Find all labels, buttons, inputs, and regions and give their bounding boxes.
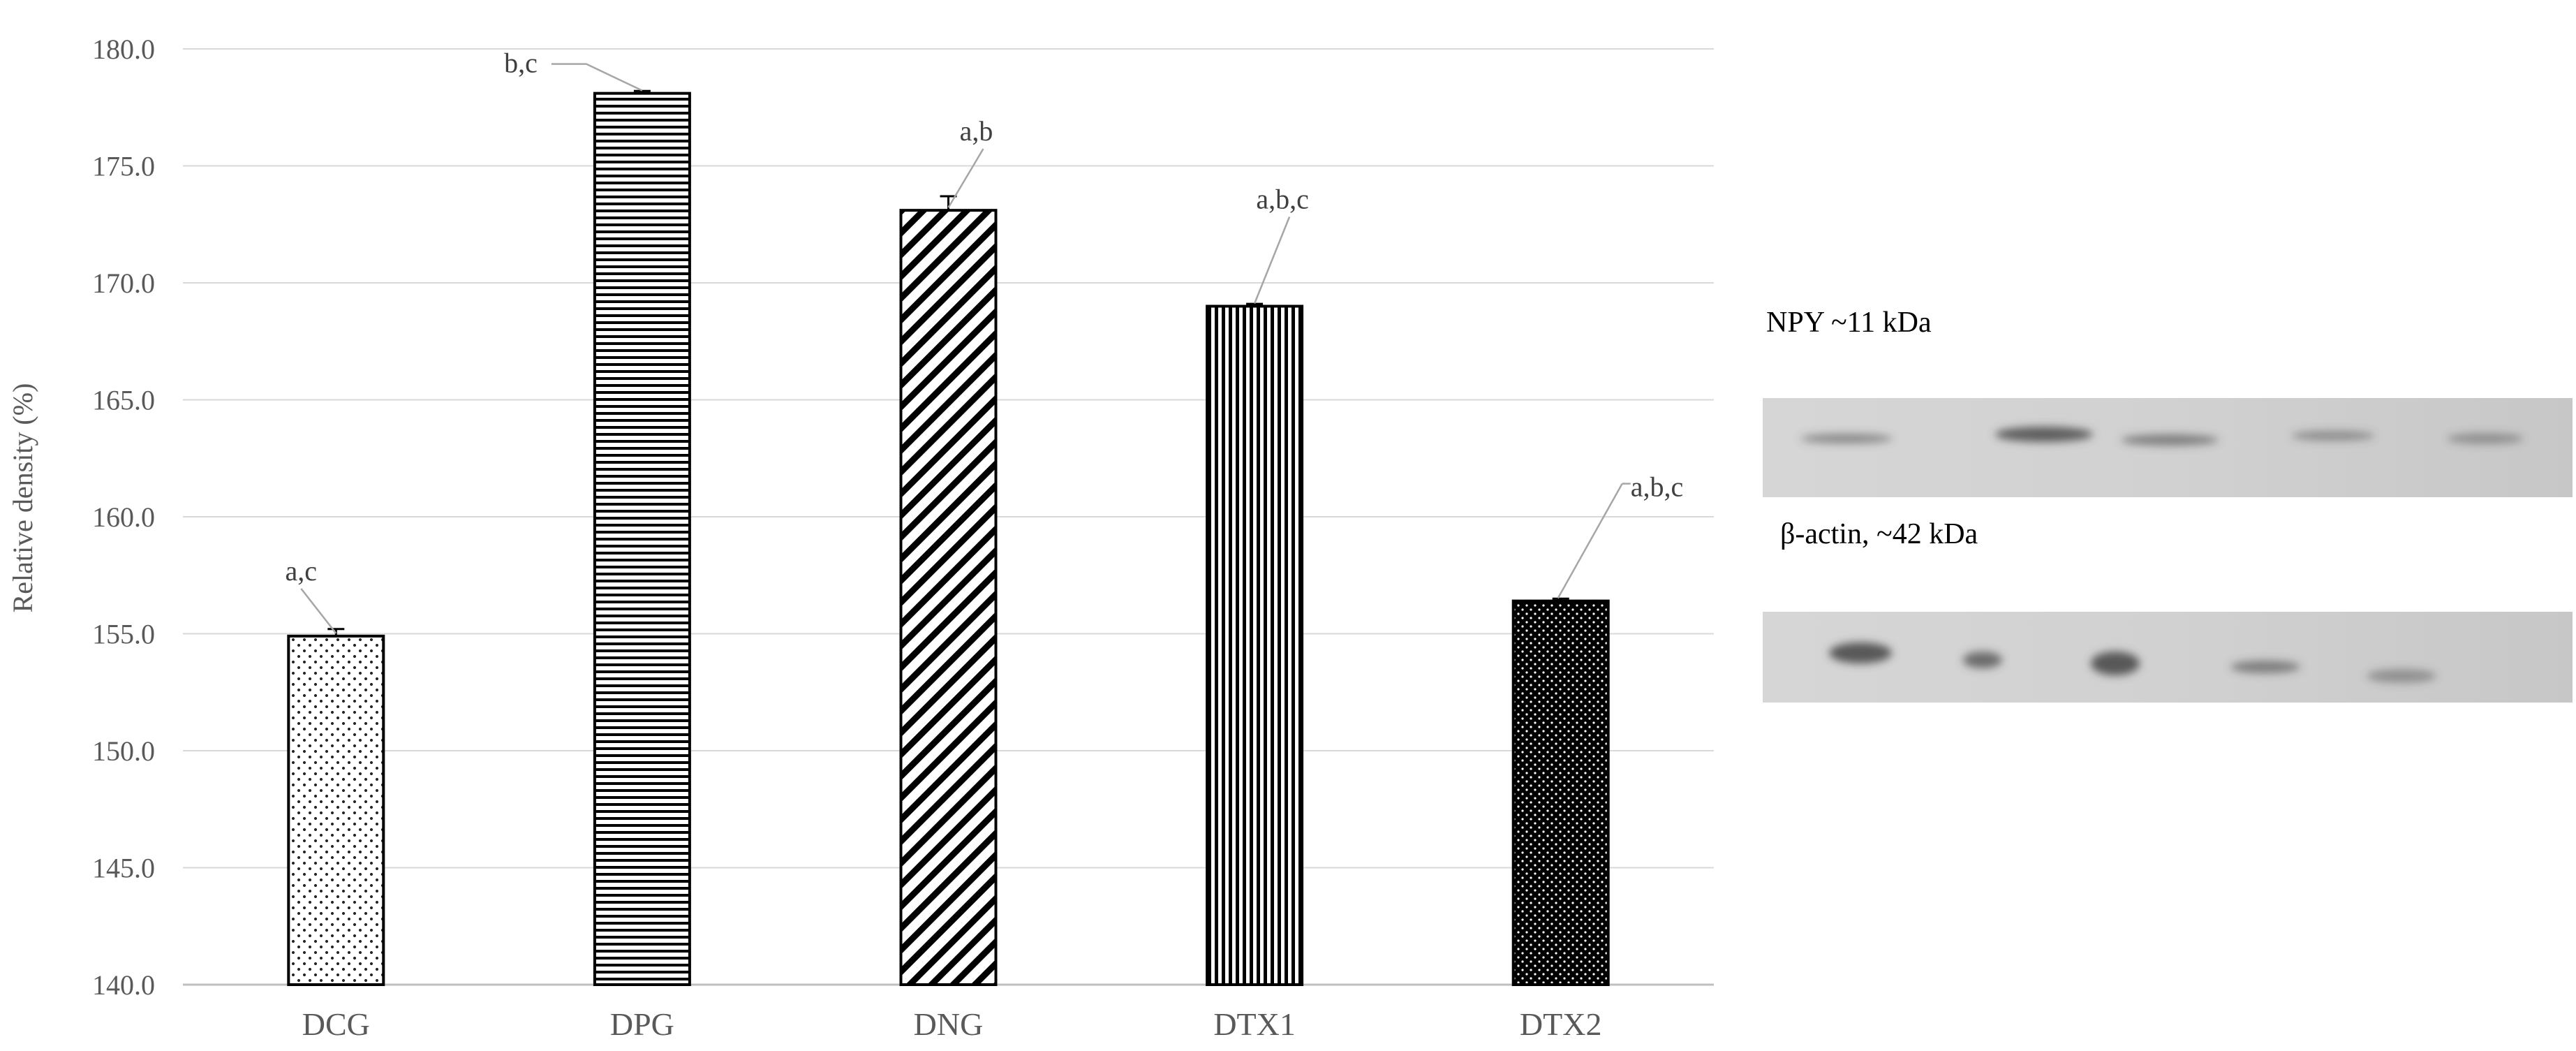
bar-dtx2 (1511, 599, 1610, 986)
annotation-dng: a,b (960, 115, 993, 147)
y-tick-label: 180.0 (92, 34, 155, 65)
leader-line (1253, 216, 1291, 304)
blot-band (2230, 661, 2300, 673)
actin-blot-label: β-actin, ~42 kDa (1780, 518, 1978, 550)
leader-line (947, 148, 984, 208)
x-category-label: DNG (914, 1006, 984, 1042)
actin-blot-strip (1763, 612, 2573, 703)
x-category-label: DPG (610, 1006, 674, 1042)
blot-band (2091, 652, 2140, 675)
y-tick-label: 150.0 (92, 735, 155, 767)
blot-band (1963, 652, 2002, 668)
significance-annotations: a,c b,c a,b a,b,c a,b,c (286, 47, 1684, 634)
blot-band (1829, 642, 1892, 663)
bar-dtx1 (1206, 304, 1304, 986)
annotation-dcg: a,c (286, 555, 318, 587)
blot-band (2291, 431, 2375, 441)
blot-band (2447, 433, 2524, 444)
annotation-dtx2: a,b,c (1631, 471, 1684, 503)
actin-bands (1829, 642, 2436, 683)
y-tick-label: 145.0 (92, 853, 155, 884)
y-tick-label: 175.0 (92, 151, 155, 182)
blot-band (2121, 434, 2219, 446)
y-tick-label: 140.0 (92, 969, 155, 1001)
western-blot: NPY ~11 kDa β-actin, ~42 kDa (1763, 307, 2573, 703)
blot-band (2367, 669, 2436, 683)
y-tick-label: 165.0 (92, 385, 155, 416)
leader-line (586, 63, 643, 91)
bar-dcg (287, 634, 385, 986)
x-axis-categories: DCG DPG DNG DTX1 DTX2 (302, 1006, 1602, 1042)
y-tick-label: 160.0 (92, 501, 155, 533)
annotation-dtx1: a,b,c (1256, 184, 1309, 215)
leader-line (1557, 483, 1623, 599)
npy-blot-label: NPY ~11 kDa (1766, 307, 1932, 339)
bar-dng (899, 209, 998, 986)
error-bars (327, 89, 1569, 636)
leader-line (300, 588, 337, 634)
y-axis-label: Relative density (%) (7, 383, 38, 613)
bars (287, 91, 1610, 986)
x-category-label: DCG (302, 1006, 370, 1042)
x-category-label: DTX1 (1213, 1006, 1296, 1042)
y-axis-ticks: 140.0 145.0 150.0 155.0 160.0 165.0 170.0 175.0… (92, 34, 155, 1001)
y-tick-label: 170.0 (92, 267, 155, 299)
bar-dpg (593, 91, 691, 986)
x-category-label: DTX2 (1520, 1006, 1602, 1042)
y-tick-label: 155.0 (92, 619, 155, 650)
annotation-dpg: b,c (504, 47, 538, 79)
blot-band (1800, 434, 1893, 443)
blot-band (1995, 427, 2093, 442)
npy-bands (1800, 427, 2524, 446)
npy-blot-strip (1763, 398, 2573, 497)
